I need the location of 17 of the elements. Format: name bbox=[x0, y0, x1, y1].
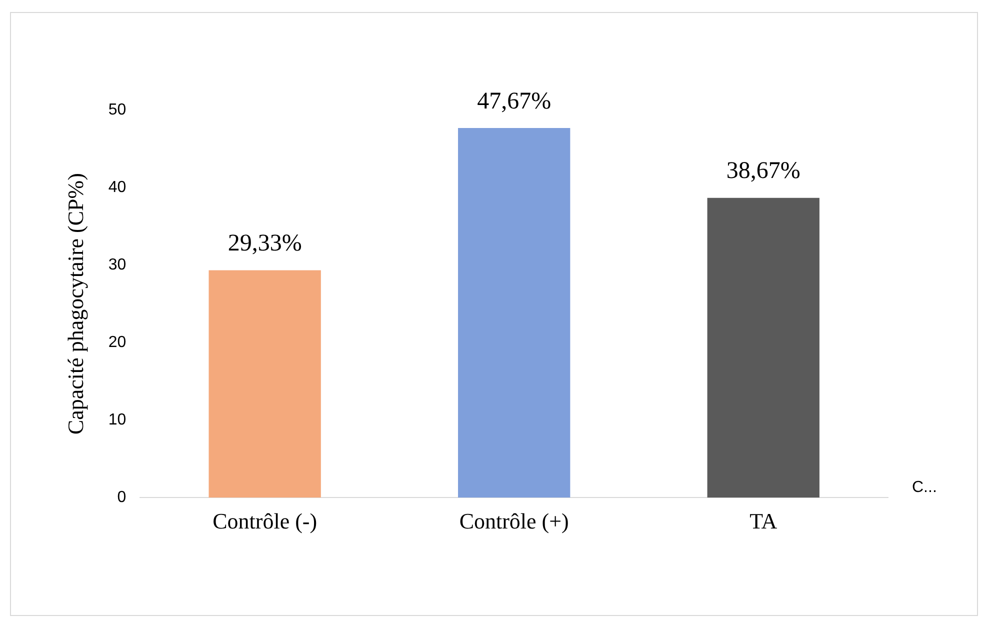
bar bbox=[707, 198, 820, 498]
data-label: 38,67% bbox=[726, 158, 800, 184]
x-tick-label: Contrôle (+) bbox=[459, 508, 569, 534]
y-tick-label: 40 bbox=[108, 178, 126, 196]
x-tick-label: Contrôle (-) bbox=[212, 508, 318, 534]
y-tick-label: 50 bbox=[108, 101, 126, 118]
y-tick-label: 10 bbox=[108, 411, 126, 428]
bar bbox=[458, 128, 570, 498]
bar bbox=[208, 270, 321, 498]
data-label: 47,67% bbox=[477, 88, 552, 114]
y-tick-label: 0 bbox=[117, 489, 126, 506]
y-tick-label: 30 bbox=[108, 256, 126, 274]
data-label: 29,33% bbox=[228, 230, 302, 257]
text: C... bbox=[912, 479, 937, 496]
y-axis-title: Capacité phagocytaire (CP%) bbox=[62, 173, 88, 435]
x-tick-label: TA bbox=[750, 508, 778, 534]
y-tick-label: 20 bbox=[108, 334, 126, 351]
